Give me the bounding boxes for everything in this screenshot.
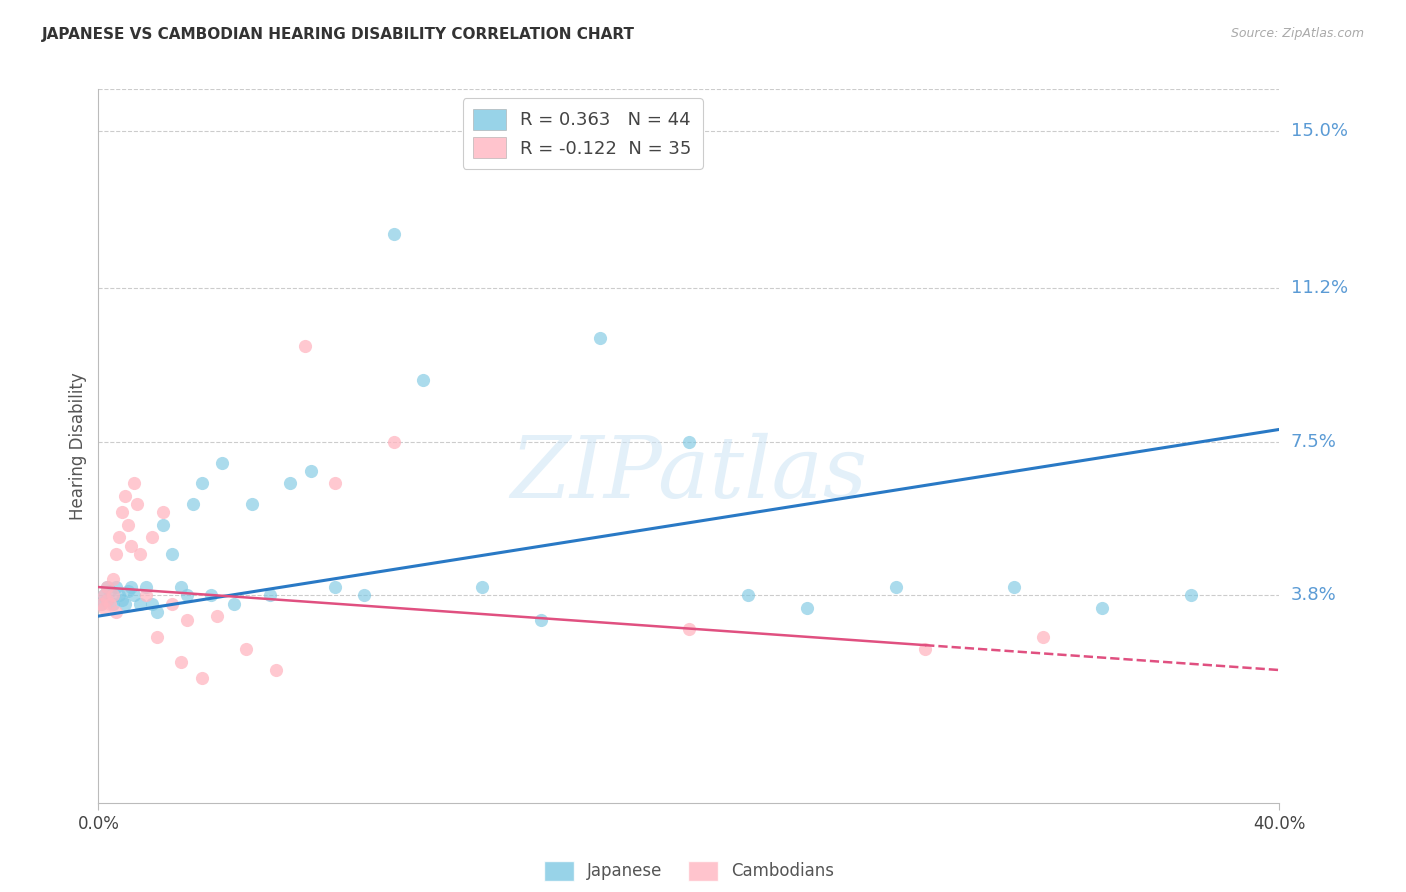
Point	[235, 642, 257, 657]
Point	[1032, 630, 1054, 644]
Text: Source: ZipAtlas.com: Source: ZipAtlas.com	[1230, 27, 1364, 40]
Point	[93, 600, 115, 615]
Point	[141, 530, 163, 544]
Point	[181, 497, 204, 511]
Point	[93, 588, 115, 602]
Point	[103, 588, 125, 602]
Point	[259, 588, 281, 602]
Point	[128, 547, 150, 561]
Point	[103, 597, 125, 611]
Point	[114, 597, 136, 611]
Point	[211, 456, 233, 470]
Point	[96, 592, 118, 607]
Point	[90, 597, 112, 611]
Point	[117, 584, 139, 599]
Point	[146, 630, 169, 644]
Point	[105, 547, 128, 561]
Point	[135, 588, 157, 602]
Text: ZIPatlas: ZIPatlas	[510, 434, 868, 516]
Point	[299, 464, 322, 478]
Point	[205, 609, 228, 624]
Point	[278, 476, 302, 491]
Point	[382, 434, 405, 449]
Point	[1091, 600, 1114, 615]
Point	[122, 588, 145, 602]
Point	[170, 655, 193, 669]
Point	[93, 588, 115, 602]
Point	[678, 622, 700, 636]
Point	[176, 613, 198, 627]
Point	[141, 597, 163, 611]
Point	[111, 505, 134, 519]
Point	[1180, 588, 1202, 602]
Text: JAPANESE VS CAMBODIAN HEARING DISABILITY CORRELATION CHART: JAPANESE VS CAMBODIAN HEARING DISABILITY…	[42, 27, 636, 42]
Point	[412, 373, 434, 387]
Point	[353, 588, 375, 602]
Legend: Japanese, Cambodians: Japanese, Cambodians	[537, 855, 841, 888]
Point	[200, 588, 222, 602]
Point	[135, 580, 157, 594]
Text: 15.0%: 15.0%	[1291, 121, 1347, 140]
Point	[103, 572, 125, 586]
Y-axis label: Hearing Disability: Hearing Disability	[69, 372, 87, 520]
Point	[294, 339, 316, 353]
Point	[108, 588, 131, 602]
Point	[530, 613, 553, 627]
Text: 11.2%: 11.2%	[1291, 279, 1348, 297]
Point	[884, 580, 907, 594]
Point	[323, 476, 346, 491]
Text: 3.8%: 3.8%	[1291, 586, 1336, 605]
Point	[152, 505, 174, 519]
Point	[1002, 580, 1025, 594]
Point	[117, 517, 139, 532]
Point	[162, 547, 183, 561]
Point	[114, 489, 136, 503]
Point	[471, 580, 494, 594]
Point	[125, 497, 148, 511]
Point	[108, 530, 131, 544]
Point	[224, 597, 246, 611]
Point	[146, 605, 169, 619]
Point	[111, 592, 134, 607]
Point	[96, 580, 118, 594]
Point	[96, 592, 118, 607]
Point	[105, 605, 128, 619]
Point	[120, 580, 142, 594]
Point	[382, 227, 405, 242]
Point	[98, 584, 121, 599]
Point	[737, 588, 759, 602]
Point	[796, 600, 818, 615]
Point	[914, 642, 936, 657]
Point	[176, 588, 198, 602]
Point	[152, 517, 174, 532]
Point	[120, 539, 142, 553]
Point	[128, 597, 150, 611]
Point	[90, 597, 112, 611]
Point	[678, 434, 700, 449]
Point	[96, 580, 118, 594]
Point	[323, 580, 346, 594]
Point	[191, 476, 214, 491]
Point	[162, 597, 183, 611]
Point	[105, 580, 128, 594]
Point	[264, 663, 287, 677]
Point	[589, 331, 612, 345]
Point	[98, 597, 121, 611]
Point	[191, 671, 214, 685]
Text: 7.5%: 7.5%	[1291, 433, 1337, 450]
Point	[240, 497, 263, 511]
Point	[122, 476, 145, 491]
Point	[170, 580, 193, 594]
